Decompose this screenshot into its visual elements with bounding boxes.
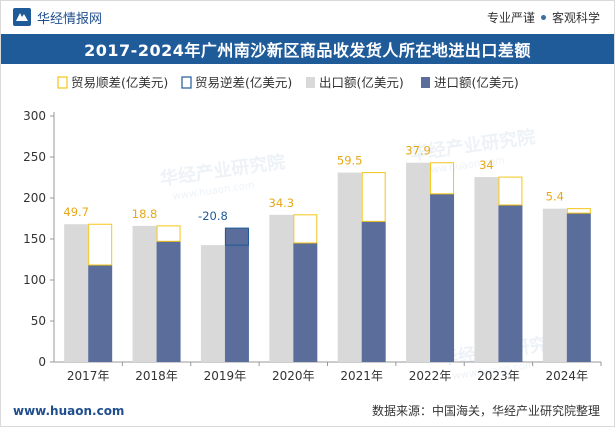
surplus-box — [498, 176, 523, 206]
export-bar — [474, 177, 499, 362]
import-bar — [498, 204, 523, 362]
x-tick-label: 2021年 — [340, 369, 383, 383]
x-tick-label: 2024年 — [546, 369, 589, 383]
x-tick-label: 2017年 — [67, 369, 110, 383]
import-bar — [293, 242, 318, 362]
balance-label: -20.8 — [198, 209, 228, 223]
export-bar — [337, 172, 362, 362]
surplus-box — [566, 208, 591, 214]
y-tick-label: 50 — [31, 314, 46, 328]
chart-title-bar: 2017-2024年广州南沙新区商品收发货人所在地进出口差额 — [1, 34, 614, 64]
import-bar — [430, 193, 455, 362]
balance-label: 18.8 — [132, 207, 158, 221]
surplus-box — [156, 225, 181, 242]
x-tick-label: 2020年 — [272, 369, 315, 383]
surplus-box — [361, 172, 386, 222]
y-tick-label: 150 — [23, 232, 46, 246]
surplus-box — [293, 214, 318, 244]
tagline-right: 客观科学 — [551, 10, 600, 25]
surplus-box — [88, 223, 113, 266]
top-bar: 华经情报网 专业严谨 客观科学 — [1, 1, 614, 33]
surplus-box — [430, 162, 455, 195]
chart-title: 2017-2024年广州南沙新区商品收发货人所在地进出口差额 — [84, 41, 531, 60]
x-tick-label: 2018年 — [135, 369, 178, 383]
tagline: 专业严谨 客观科学 — [487, 9, 600, 26]
balance-label: 49.7 — [63, 205, 89, 219]
legend-export: 出口额(亿美元) — [319, 75, 404, 90]
y-tick-label: 250 — [23, 150, 46, 164]
deficit-box — [224, 227, 249, 246]
balance-label: 34.3 — [269, 196, 295, 210]
legend-import: 进口额(亿美元) — [434, 75, 519, 90]
footer-source: 数据来源：中国海关，华经产业研究院整理 — [371, 404, 600, 418]
export-bar — [542, 208, 567, 362]
legend-import-swatch — [421, 77, 430, 88]
chart-svg: 贸易顺差(亿美元) 贸易逆差(亿美元) 出口额(亿美元) 进口额(亿美元) 华经产业研… — [23, 75, 602, 383]
legend-surplus: 贸易顺差(亿美元) — [71, 75, 168, 90]
balance-label: 5.4 — [546, 190, 564, 204]
balance-label: 37.9 — [405, 144, 431, 158]
tagline-left: 专业严谨 — [486, 10, 535, 25]
import-bar — [224, 228, 249, 362]
export-bar — [406, 162, 431, 362]
huajing-logo-icon — [13, 8, 31, 26]
y-tick-label: 0 — [38, 355, 46, 369]
export-bar — [64, 224, 89, 362]
export-bar — [200, 245, 225, 362]
y-tick-label: 100 — [23, 273, 46, 287]
y-tick-label: 200 — [23, 191, 46, 205]
export-bar — [132, 225, 157, 362]
legend-deficit-swatch — [181, 76, 192, 89]
import-bar — [88, 264, 113, 362]
export-bar — [269, 214, 294, 362]
x-tick-label: 2019年 — [204, 369, 247, 383]
balance-label: 59.5 — [337, 154, 363, 168]
chart-bars: 49.7 2017年 18.8 2018年 -20.8 2019年 34.3 2020年 59.… — [63, 144, 602, 383]
import-bar — [361, 221, 386, 362]
x-tick-label: 2022年 — [409, 369, 452, 383]
chart-legend: 贸易顺差(亿美元) 贸易逆差(亿美元) 出口额(亿美元) 进口额(亿美元) — [57, 75, 519, 90]
import-bar — [566, 213, 591, 362]
legend-surplus-swatch — [57, 76, 68, 89]
legend-export-swatch — [306, 77, 315, 88]
footer-site-link[interactable]: www.huaon.com — [13, 403, 125, 418]
footer: www.huaon.com 数据来源：中国海关，华经产业研究院整理 — [1, 395, 614, 426]
tagline-separator-dot — [540, 14, 546, 20]
x-tick-label: 2023年 — [477, 369, 520, 383]
import-bar — [156, 241, 181, 362]
legend-deficit: 贸易逆差(亿美元) — [195, 75, 292, 90]
brand[interactable]: 华经情报网 — [13, 8, 102, 27]
y-tick-label: 300 — [23, 109, 46, 123]
brand-name: 华经情报网 — [37, 11, 103, 27]
balance-label: 34 — [479, 158, 494, 172]
